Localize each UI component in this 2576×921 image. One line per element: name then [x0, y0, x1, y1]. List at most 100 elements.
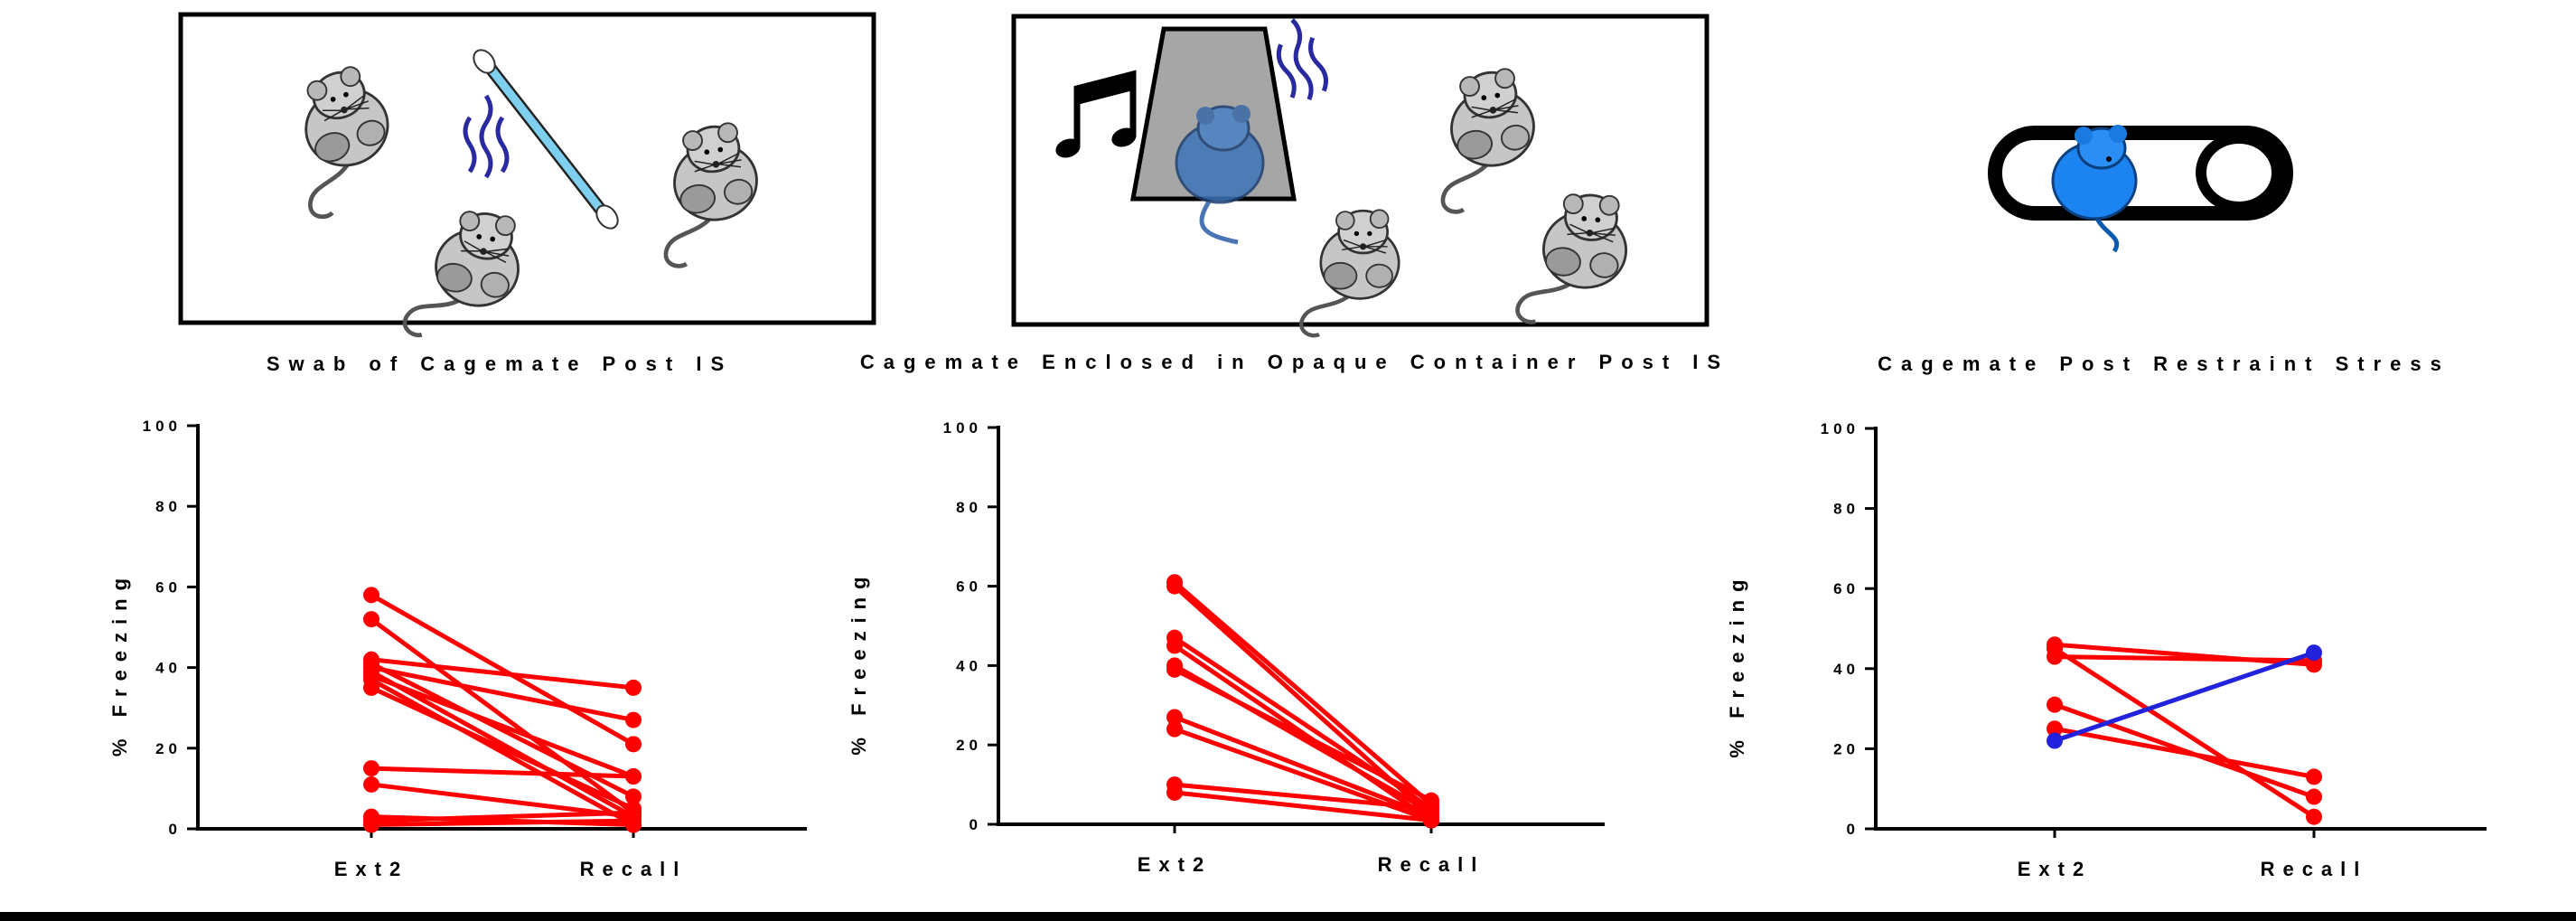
data-point	[363, 816, 379, 833]
series-segment	[1174, 790, 1432, 823]
data-point	[1166, 637, 1183, 654]
series-segment	[370, 673, 634, 779]
series-segment	[1173, 580, 1433, 806]
series-segment	[370, 677, 635, 827]
data-point	[2047, 720, 2063, 738]
series-segment	[2054, 654, 2315, 663]
chart-title: Cagemate Enclosed in Opaque Container Po…	[860, 351, 1729, 373]
series-segment	[2053, 646, 2316, 819]
data-point	[1423, 800, 1439, 817]
mouse-icon	[1175, 105, 1265, 245]
series-segment	[1174, 715, 1432, 819]
y-tick-label: 80	[956, 499, 982, 516]
data-point	[363, 587, 379, 604]
data-point	[2047, 696, 2063, 713]
data-point	[625, 813, 642, 830]
music-note-icon	[1055, 70, 1137, 158]
data-point	[1166, 661, 1183, 678]
y-tick-label: 60	[155, 578, 182, 596]
y-tick-label: 40	[1833, 661, 1859, 678]
data-point	[363, 760, 379, 777]
x-tick-label: Recall	[2261, 858, 2368, 880]
data-point	[2047, 640, 2063, 657]
data-point	[1166, 784, 1183, 801]
y-tick-label: 0	[970, 816, 982, 833]
illustration-frame	[178, 12, 876, 325]
series-segment	[370, 593, 635, 747]
data-point	[363, 775, 379, 793]
series-line	[2047, 720, 2322, 785]
y-axis-label: % Freezing	[1726, 571, 1748, 757]
series-line	[363, 813, 642, 833]
series-segment	[2054, 726, 2315, 779]
y-tick-label: 40	[155, 660, 182, 677]
cotton-swab-icon	[473, 49, 619, 230]
y-tick-label: 0	[1847, 821, 1859, 838]
data-point	[1166, 578, 1183, 595]
series-segment	[370, 657, 634, 691]
y-axis-label: % Freezing	[848, 569, 870, 755]
data-point	[2306, 788, 2322, 805]
y-tick-label: 80	[1833, 501, 1859, 518]
y-tick-label: 0	[169, 821, 182, 838]
series-segment	[1174, 782, 1432, 811]
data-point	[2306, 808, 2322, 825]
data-point	[1166, 720, 1183, 738]
x-tick-label: Recall	[1378, 853, 1485, 876]
data-point	[1423, 812, 1439, 829]
data-point	[363, 611, 379, 628]
mouse-icon	[2051, 125, 2138, 253]
y-tick-label: 80	[155, 498, 182, 515]
series-line	[2047, 640, 2322, 825]
y-tick-label: 60	[956, 578, 982, 596]
data-point	[625, 679, 642, 696]
chart-container: 0 20 40 60 80 100 Ext2 Recall % Freezing	[848, 419, 1605, 876]
y-tick-label: 100	[1821, 420, 1859, 437]
chart-title: Cagemate Post Restraint Stress	[1878, 352, 2450, 375]
chart-title: Swab of Cagemate Post IS	[267, 352, 733, 375]
data-point	[1166, 709, 1183, 726]
series-line	[363, 760, 642, 785]
series-line	[2047, 636, 2322, 673]
data-point	[2047, 732, 2063, 749]
bottom-rule	[0, 912, 2576, 921]
series-line	[1166, 784, 1439, 829]
x-tick-label: Ext2	[1138, 853, 1212, 876]
series-line	[363, 587, 642, 753]
y-tick-label: 100	[943, 419, 982, 437]
x-tick-label: Recall	[580, 858, 688, 880]
x-tick-label: Ext2	[334, 858, 408, 880]
series-segment	[370, 782, 634, 820]
y-tick-label: 20	[155, 740, 182, 757]
data-point	[625, 788, 642, 805]
series-line	[2047, 644, 2322, 749]
y-tick-label: 20	[956, 737, 982, 754]
series-segment	[1173, 667, 1433, 803]
illustration-container	[1011, 15, 1710, 335]
series-segment	[370, 617, 635, 815]
series-line	[363, 655, 642, 805]
data-point	[2306, 768, 2322, 785]
data-point	[625, 736, 642, 753]
data-point	[363, 679, 379, 696]
data-point	[2306, 644, 2322, 662]
series-segment	[370, 685, 635, 811]
x-tick-label: Ext2	[2018, 858, 2092, 880]
series-segment	[2054, 650, 2315, 743]
illustration-restraint	[1988, 125, 2293, 253]
series-segment	[370, 669, 635, 819]
data-point	[625, 768, 642, 785]
y-tick-label: 60	[1833, 580, 1859, 597]
series-segment	[370, 766, 634, 779]
data-point	[625, 711, 642, 728]
restraint-tube-icon	[1988, 126, 2293, 221]
series-segment	[370, 818, 634, 828]
illustration-swab	[178, 12, 876, 351]
y-tick-label: 100	[143, 418, 182, 435]
y-tick-label: 40	[956, 657, 982, 674]
chart-restraint: 0 20 40 60 80 100 Ext2 Recall % Freezing	[1726, 420, 2487, 880]
chart-swab: 0 20 40 60 80 100 Ext2 Recall % Freezing	[108, 418, 807, 880]
y-axis-label: % Freezing	[108, 570, 131, 757]
series-segment	[370, 665, 634, 723]
